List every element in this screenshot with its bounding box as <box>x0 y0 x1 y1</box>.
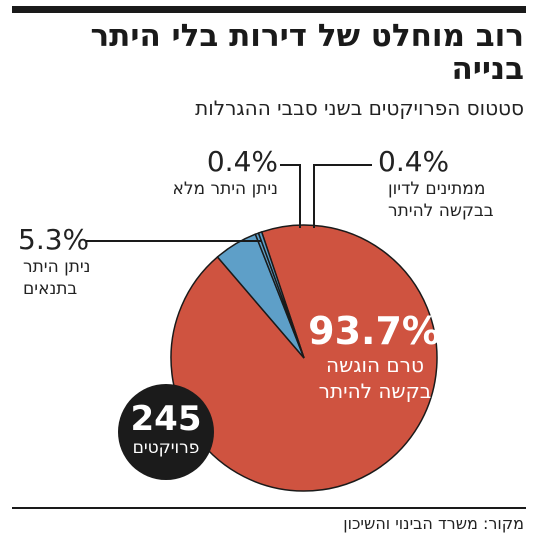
slice-pct-main: 93.7% <box>308 309 440 353</box>
top-rule <box>12 6 526 13</box>
slice-label-full: 0.4% ניתן היתר מלא <box>148 146 278 200</box>
slice-caption-conditional: ניתן היתר בתנאים <box>23 257 91 299</box>
pie-slices <box>170 224 438 492</box>
slice-caption-pending: ממתינים לדיון בבקשה להיתר <box>388 179 494 221</box>
chart-subtitle: סטטוס הפרויקטים בשני סבבי ההגרלות <box>195 96 524 120</box>
slice-label-pending: 0.4% ממתינים לדיון בבקשה להיתר <box>378 146 518 222</box>
projects-unit: פרויקטים <box>132 438 200 458</box>
projects-count: 245 <box>130 399 202 439</box>
slice-label-main: 93.7% טרם הוגשה בקשה להיתר <box>308 309 440 404</box>
slice-caption-full: ניתן היתר מלא <box>172 179 278 199</box>
leader-line-pending <box>313 164 372 228</box>
projects-badge: 245 פרויקטים <box>118 384 214 480</box>
leader-lines <box>85 164 372 242</box>
slice-caption-main: טרם הוגשה בקשה להיתר <box>318 353 432 403</box>
bottom-rule <box>12 507 526 509</box>
leader-line-full <box>280 164 301 228</box>
slice-pct-conditional: 5.3% <box>18 223 90 256</box>
chart-title: רוב מוחלט של דירות בלי היתר בנייה <box>90 18 524 87</box>
slice-pct-full: 0.4% <box>206 145 278 178</box>
source-note: מקור: משרד הבינוי והשיכון <box>343 514 524 533</box>
pie-slice-pending <box>257 230 305 359</box>
slice-label-conditional: 5.3% ניתן היתר בתנאים <box>18 224 128 300</box>
slice-pct-pending: 0.4% <box>378 145 450 178</box>
